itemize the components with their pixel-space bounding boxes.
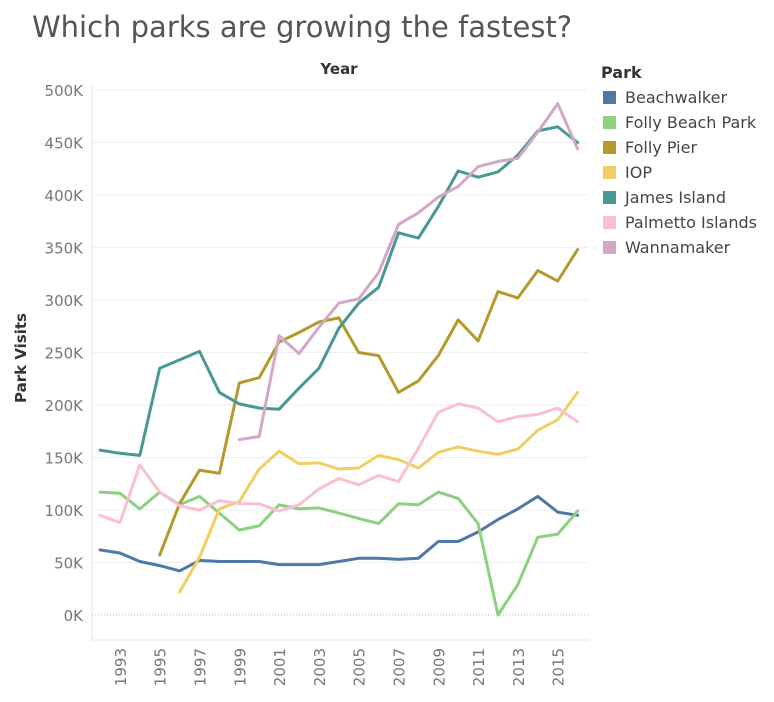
y-tick-label: 100K	[45, 502, 85, 520]
legend-label-iop[interactable]: IOP	[625, 163, 652, 182]
x-tick-label: 2007	[391, 648, 409, 686]
legend-swatch-folly-pier[interactable]	[603, 141, 616, 154]
series-line-iop	[178, 390, 580, 594]
y-tick-label: 450K	[45, 135, 85, 153]
legend-swatch-palmetto-islands[interactable]	[603, 216, 616, 229]
x-tick-label: 2009	[430, 648, 448, 686]
legend-label-beachwalker[interactable]: Beachwalker	[625, 88, 727, 107]
x-tick-label: 2011	[470, 648, 488, 686]
gridlines	[91, 85, 588, 641]
x-tick-label: 1993	[112, 648, 130, 686]
series-line-james-island	[98, 125, 580, 457]
y-tick-label: 350K	[45, 240, 85, 258]
legend-swatch-folly-beach-park[interactable]	[603, 116, 616, 129]
legend-title: Park	[601, 63, 642, 82]
chart-title: Which parks are growing the fastest?	[32, 10, 573, 44]
y-tick-label: 500K	[45, 82, 85, 100]
x-tick-label: 2015	[550, 648, 568, 686]
series-line-beachwalker	[98, 494, 580, 573]
series-line-wannamaker	[237, 102, 580, 442]
axes: 0K 50K 100K 150K 200K 250K 300K 350K 400K 450K 500…	[12, 60, 568, 686]
legend-label-palmetto-islands[interactable]: Palmetto Islands	[625, 213, 757, 232]
x-tick-label: 1995	[152, 648, 170, 686]
x-tick-label: 1997	[192, 648, 210, 686]
legend-swatch-iop[interactable]	[603, 166, 616, 179]
series-line-folly-beach-park	[98, 490, 580, 617]
x-tick-label: 2003	[311, 648, 329, 686]
series-lines	[98, 102, 580, 617]
y-tick-label: 200K	[45, 397, 85, 415]
y-tick-label: 0K	[64, 607, 85, 625]
legend-label-folly-beach-park[interactable]: Folly Beach Park	[625, 113, 757, 132]
x-tick-label: 1999	[231, 648, 249, 686]
x-tick-label: 2013	[510, 648, 528, 686]
x-tick-label: 2001	[271, 648, 289, 686]
series-line-palmetto-islands	[98, 402, 580, 525]
y-tick-label: 150K	[45, 450, 85, 468]
legend-swatch-james-island[interactable]	[603, 191, 616, 204]
y-tick-label: 300K	[45, 292, 85, 310]
legend: Park Beachwalker Folly Beach Park Folly Pie…	[601, 63, 757, 257]
legend-label-james-island[interactable]: James Island	[624, 188, 726, 207]
y-tick-label: 50K	[54, 555, 84, 573]
x-tick-label: 2005	[351, 648, 369, 686]
y-tick-label: 250K	[45, 345, 85, 363]
x-axis-title: Year	[319, 60, 358, 78]
y-tick-label: 400K	[45, 187, 85, 205]
legend-label-folly-pier[interactable]: Folly Pier	[625, 138, 697, 157]
legend-label-wannamaker[interactable]: Wannamaker	[625, 238, 731, 257]
legend-swatch-wannamaker[interactable]	[603, 241, 616, 254]
legend-swatch-beachwalker[interactable]	[603, 91, 616, 104]
y-axis-title: Park Visits	[12, 313, 30, 403]
series-line-folly-pier	[158, 248, 580, 557]
